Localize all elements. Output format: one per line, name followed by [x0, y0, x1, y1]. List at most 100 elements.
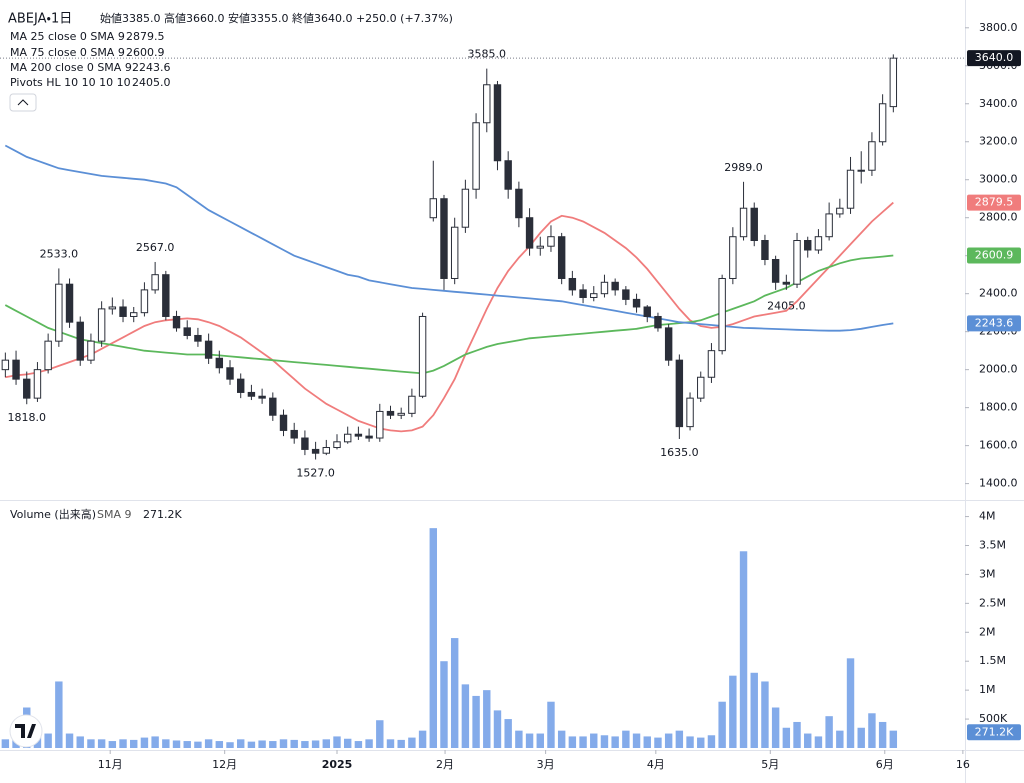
volume-bar: [311, 740, 320, 748]
volume-bar: [258, 740, 266, 748]
candle-body: [729, 236, 737, 279]
candle-body: [868, 141, 876, 171]
volume-bar: [333, 736, 341, 748]
candle-body: [707, 350, 716, 378]
volume-bar: [525, 733, 534, 748]
volume-bar: [65, 733, 74, 748]
volume-bar: [771, 707, 780, 748]
candle-body: [33, 369, 42, 399]
volume-bar: [825, 716, 833, 748]
candle-body: [279, 414, 288, 431]
x-tick-label: 12月: [212, 758, 237, 771]
y-tick-label: 3400.0: [979, 97, 1018, 110]
candle-body: [590, 293, 598, 298]
candle-body: [440, 198, 448, 279]
candle-body: [782, 281, 791, 285]
candle-body: [889, 57, 898, 108]
volume-sma-name: SMA 9: [97, 508, 132, 521]
candle-body: [322, 447, 331, 454]
volume-bar: [686, 736, 694, 748]
candle-body: [365, 435, 373, 439]
candle-body: [632, 298, 641, 308]
volume-bar: [654, 737, 662, 748]
candle-body: [269, 397, 277, 416]
candle-body: [429, 198, 437, 219]
volume-bar: [55, 681, 63, 748]
volume-tick-label: 2M: [979, 625, 996, 638]
symbol-title: ABEJA・1日: [8, 12, 72, 27]
legend: ABEJA・1日 始値3385.0 高値3660.0 安値3355.0 終値36…: [8, 11, 453, 521]
volume-bar: [483, 690, 491, 748]
candle-body: [697, 376, 705, 399]
candle-body: [204, 340, 213, 359]
y-tick-label: 3200.0: [979, 135, 1018, 148]
candle-body: [418, 315, 427, 397]
volume-bar: [301, 741, 309, 748]
candle-body: [686, 397, 694, 428]
ma-value-box: [967, 247, 1021, 264]
volume-bar: [418, 730, 427, 748]
volume-bar: [461, 684, 470, 748]
candle-body: [771, 258, 780, 283]
pivot-label: 1635.0: [660, 446, 699, 459]
volume-bar: [590, 733, 598, 748]
ma25-value: 2879.5: [126, 30, 165, 43]
volume-bar: [1, 739, 10, 748]
ma-value-text: 2243.6: [975, 316, 1014, 329]
volume-bar: [814, 736, 823, 748]
volume-bar: [408, 737, 416, 748]
x-tick-label: 2025: [322, 758, 353, 771]
x-tick-label: 3月: [537, 758, 555, 771]
candle-body: [450, 226, 459, 279]
volume-bar: [878, 721, 887, 748]
volume-bar: [162, 739, 170, 748]
candle-body: [44, 340, 52, 371]
collapse-button[interactable]: [9, 93, 37, 112]
volume-tick-label: 1M: [979, 683, 996, 696]
pivot-label: 2405.0: [767, 300, 806, 313]
candle-body: [483, 84, 491, 124]
candle-body: [525, 217, 534, 249]
candle-body: [172, 315, 181, 329]
volume-bar: [782, 727, 791, 748]
candle-body: [55, 283, 63, 342]
volume-bar: [237, 739, 245, 748]
ma-value-text: 2600.9: [975, 249, 1014, 262]
candle-body: [825, 213, 833, 238]
x-tick-label: 2月: [436, 758, 454, 771]
candle-body: [408, 395, 416, 414]
ma-line: [4, 254, 894, 375]
volume-bar: [87, 739, 95, 748]
candle-body: [226, 367, 234, 380]
ma-value-box: [967, 315, 1021, 332]
pivot-label: 1818.0: [7, 411, 46, 424]
volume-sma-value: 271.2K: [143, 508, 182, 521]
candle-body: [140, 289, 149, 314]
candle-body: [846, 169, 855, 209]
candle-body: [718, 277, 726, 352]
volume-bar: [643, 736, 651, 748]
ma-value-box: [967, 194, 1021, 211]
volume-bar: [76, 736, 84, 748]
volume-bar: [718, 701, 726, 748]
volume-bar: [450, 638, 459, 748]
pivot-label: 3585.0: [468, 48, 507, 61]
volume-bar: [493, 710, 502, 748]
tradingview-logo: [9, 714, 43, 748]
y-tick-label: 1800.0: [979, 401, 1018, 414]
candle-body: [600, 281, 609, 295]
volume-bar: [868, 713, 876, 748]
volume-bar: [632, 733, 641, 748]
volume-bar: [536, 733, 544, 748]
volume-bar: [761, 681, 769, 748]
logo-mark: [15, 724, 36, 738]
candle-body: [547, 236, 555, 247]
last-price-text: 3640.0: [975, 51, 1014, 64]
volume-bar: [547, 701, 555, 748]
pivot-label: 2567.0: [136, 241, 175, 254]
candle-body: [119, 306, 127, 317]
candle-body: [814, 236, 823, 251]
candle-body: [311, 448, 320, 454]
